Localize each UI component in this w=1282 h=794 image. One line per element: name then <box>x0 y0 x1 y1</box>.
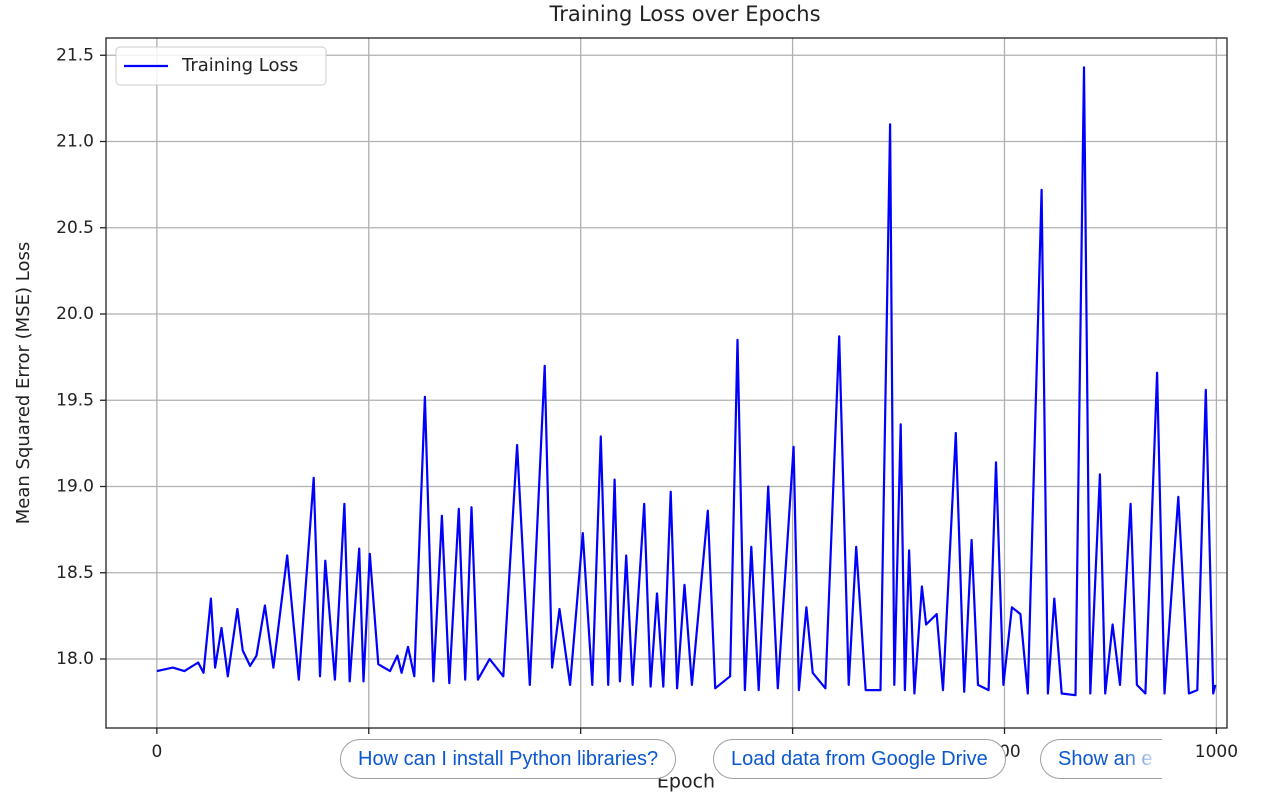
y-tick-label: 18.0 <box>56 649 94 669</box>
y-tick-label: 19.5 <box>56 390 94 410</box>
suggestion-chip[interactable]: Load data from Google Drive <box>713 739 1006 779</box>
y-tick-label: 21.0 <box>56 132 94 152</box>
chart-title: Training Loss over Epochs <box>548 2 820 26</box>
y-tick-label: 18.5 <box>56 563 94 583</box>
suggestion-chip[interactable]: Show an e <box>1040 739 1162 779</box>
x-tick-label: 1000 <box>1195 742 1238 762</box>
y-tick-label: 19.0 <box>56 477 94 497</box>
loss-line <box>156 66 1217 697</box>
y-axis-label: Mean Squared Error (MSE) Loss <box>13 242 34 524</box>
x-tick-label: 0 <box>151 742 162 762</box>
y-tick-label: 20.5 <box>56 218 94 238</box>
suggestion-chip[interactable]: How can I install Python libraries? <box>340 739 677 779</box>
y-tick-label: 20.0 <box>56 304 94 324</box>
x-axis-label: Epoch <box>657 771 715 793</box>
y-tick-label: 21.5 <box>56 45 94 65</box>
plot-frame <box>105 37 1228 729</box>
legend-box <box>115 46 327 86</box>
legend-label: Training Loss <box>181 55 298 76</box>
fade <box>1122 740 1162 778</box>
